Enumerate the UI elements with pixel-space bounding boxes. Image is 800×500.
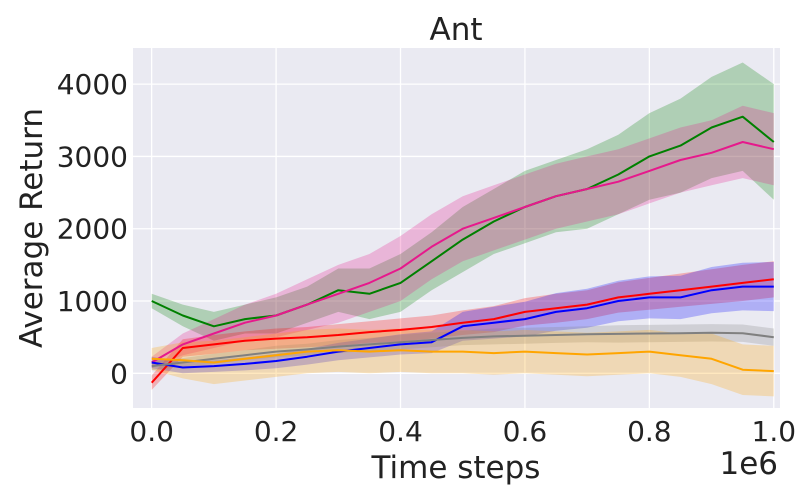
series-line-3	[151, 285, 774, 369]
plot-area	[133, 48, 780, 408]
series-line-1	[151, 141, 775, 364]
series-line-0	[151, 115, 775, 328]
chart-title: Ant	[429, 12, 482, 48]
series-line-5	[151, 349, 774, 373]
y-tick-label: 1000	[57, 285, 128, 318]
x-tick-labels: 0.0 0.2 0.4 0.6 0.8 1.0	[129, 415, 796, 448]
y-axis-label: Average Return	[14, 108, 50, 348]
x-tick-label: 1.0	[752, 415, 797, 448]
y-tick-label: 3000	[57, 140, 128, 173]
series-band-3	[151, 262, 774, 374]
series-band-1	[151, 105, 774, 369]
grid-lines	[133, 48, 780, 408]
x-tick-label: 0.2	[254, 415, 299, 448]
x-axis-label: Time steps	[371, 450, 541, 486]
series-line-2	[150, 278, 774, 384]
confidence-bands	[151, 62, 774, 397]
y-tick-label: 4000	[57, 68, 128, 101]
y-tick-label: 0	[110, 357, 128, 390]
x-tick-label: 0.4	[378, 415, 423, 448]
x-axis-offset: 1e6	[719, 446, 778, 482]
series-line-4	[151, 331, 774, 368]
x-tick-label: 0.0	[129, 415, 174, 448]
series-band-5	[151, 328, 774, 397]
y-tick-labels: 0 1000 2000 3000 4000	[57, 68, 128, 390]
series-band-0	[151, 62, 774, 341]
x-tick-label: 0.8	[627, 415, 672, 448]
y-tick-label: 2000	[57, 213, 128, 246]
series-lines	[150, 115, 775, 384]
series-band-4	[151, 324, 774, 371]
x-tick-label: 0.6	[503, 415, 548, 448]
